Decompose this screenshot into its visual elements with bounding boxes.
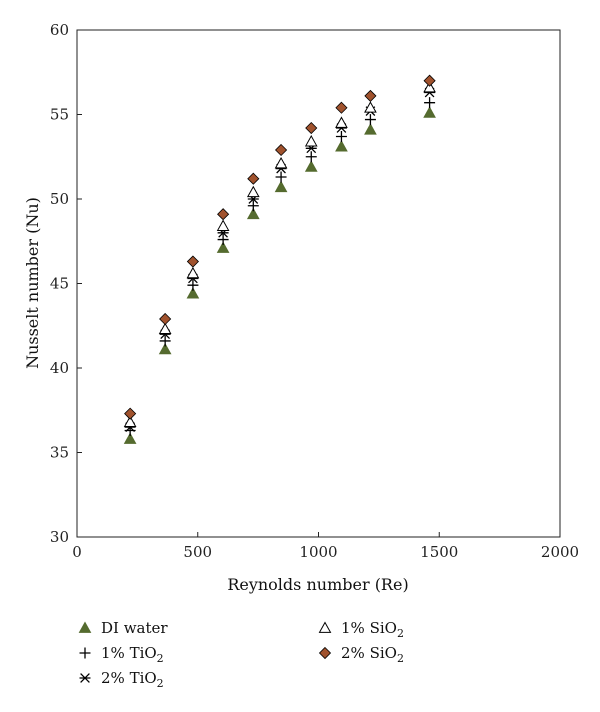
plot-area — [76, 29, 561, 538]
data-point — [305, 121, 318, 135]
legend-label-text: 2% SiO — [341, 644, 397, 662]
data-point — [275, 171, 287, 183]
data-point — [423, 106, 436, 118]
legend-label: 1% SiO2 — [341, 619, 404, 640]
data-point — [247, 172, 260, 185]
data-point — [424, 97, 436, 109]
data-point — [159, 312, 172, 326]
data-point — [246, 185, 260, 198]
y-tick-label: 40 — [50, 359, 69, 377]
data-point — [305, 151, 317, 163]
series-4 — [124, 74, 436, 420]
data-point — [274, 180, 288, 193]
data-point — [335, 140, 348, 152]
series-1 — [124, 97, 436, 437]
series-3 — [123, 80, 436, 427]
legend-label: 1% TiO2 — [101, 644, 164, 665]
legend-label-text: DI water — [101, 619, 168, 637]
series-0 — [123, 106, 436, 444]
y-tick-label: 55 — [50, 106, 69, 124]
data-point — [364, 114, 376, 126]
legend-label-text: 1% SiO — [341, 619, 397, 637]
legend-label-subscript: 2 — [157, 652, 164, 665]
legend-label-subscript: 2 — [157, 677, 164, 690]
data-point — [275, 143, 288, 157]
x-axis-ticks: 0 500 1000 1500 2000 — [72, 532, 579, 561]
data-point — [217, 208, 230, 221]
data-point — [423, 74, 436, 87]
legend-label-subscript: 2 — [397, 652, 404, 665]
data-point — [123, 415, 137, 427]
data-point — [246, 207, 260, 220]
x-tick-label: 500 — [183, 543, 212, 561]
legend-marker — [318, 621, 332, 633]
data-point — [217, 234, 229, 246]
legend-label: 2% TiO2 — [101, 669, 164, 690]
x-tick-label: 1000 — [299, 543, 337, 561]
data-point — [304, 135, 318, 147]
y-tick-label: 35 — [50, 444, 69, 462]
data-point — [335, 116, 348, 128]
legend-label-subscript: 2 — [397, 627, 404, 640]
data-point — [159, 335, 171, 347]
x-tick-label: 1500 — [420, 543, 458, 561]
data-point — [364, 89, 377, 102]
legend-label: DI water — [101, 619, 168, 637]
data-point — [123, 432, 137, 444]
legend-label-text: 2% TiO — [101, 669, 157, 687]
y-axis-title: Nusselt number (Nu) — [23, 197, 42, 369]
data-point — [364, 123, 377, 135]
data-point — [364, 101, 377, 113]
data-point — [335, 130, 347, 142]
legend-marker — [79, 647, 91, 659]
legend-label-text: 1% TiO — [101, 644, 157, 662]
x-axis-title: Reynolds number (Re) — [227, 575, 408, 594]
data-point — [216, 241, 230, 253]
data-point — [158, 322, 172, 335]
data-point — [423, 80, 436, 93]
data-point — [274, 156, 288, 169]
x-tick-label: 0 — [72, 543, 82, 561]
data-point — [186, 287, 200, 299]
data-point — [186, 255, 199, 268]
data-point — [304, 160, 318, 172]
data-points — [123, 74, 436, 444]
data-point — [335, 101, 348, 114]
y-tick-label: 30 — [50, 528, 69, 546]
data-point — [247, 200, 259, 212]
y-tick-label: 45 — [50, 275, 69, 293]
legend-label: 2% SiO2 — [341, 644, 404, 665]
legend-marker — [318, 646, 332, 660]
series-2 — [124, 87, 436, 433]
legend-marker — [79, 673, 91, 683]
x-tick-label: 2000 — [541, 543, 579, 561]
data-point — [158, 342, 172, 355]
data-point — [186, 266, 200, 279]
data-point — [124, 407, 137, 420]
legend-marker — [78, 621, 92, 633]
y-tick-label: 50 — [50, 190, 69, 208]
data-point — [216, 219, 230, 231]
y-axis-ticks: 30 35 40 45 50 55 60 — [50, 21, 82, 546]
y-tick-label: 60 — [50, 21, 69, 39]
data-point — [187, 279, 199, 291]
